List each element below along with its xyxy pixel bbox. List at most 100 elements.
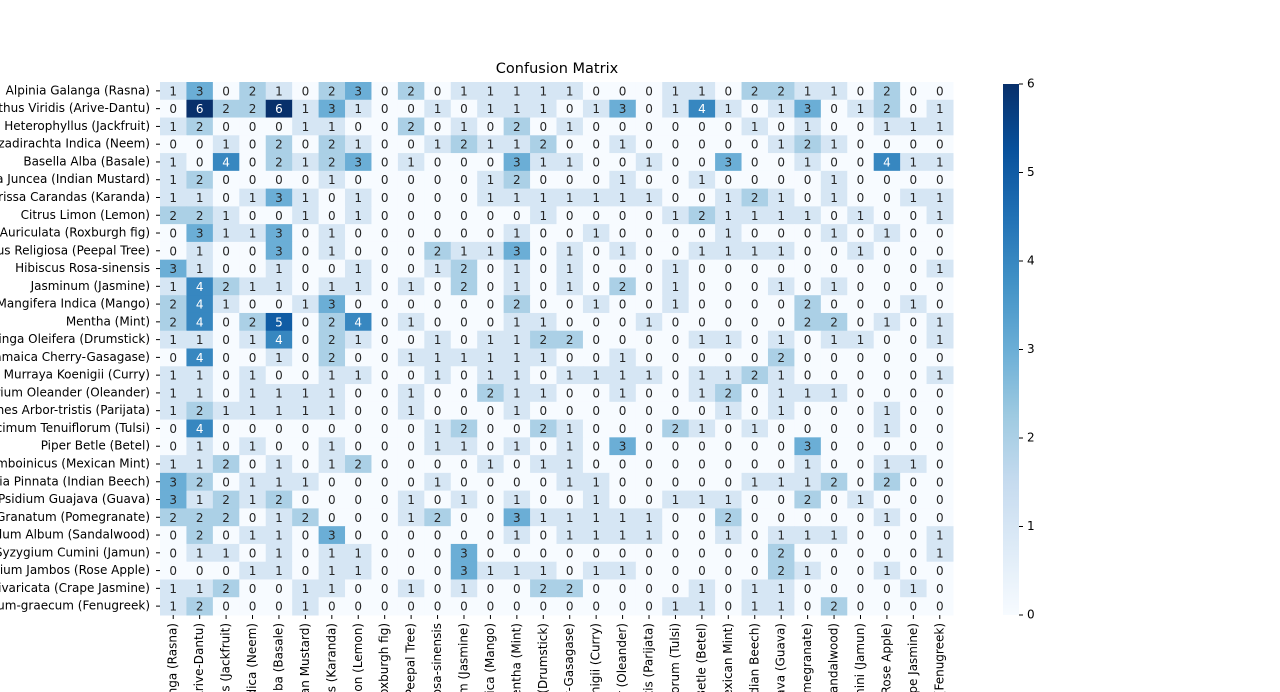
cell [292, 384, 320, 403]
cell [424, 259, 452, 278]
cell-value: 1 [169, 457, 177, 471]
cell [318, 579, 346, 598]
cell [926, 348, 954, 367]
cell-value: 0 [830, 102, 838, 116]
cell [530, 401, 557, 421]
cell-value: 1 [275, 475, 283, 489]
cell-value: 2 [804, 315, 812, 329]
cell [609, 384, 637, 403]
cell-value: 1 [169, 369, 177, 383]
cell-value: 1 [434, 475, 442, 489]
cell-value: 1 [407, 315, 415, 329]
cell-value: 0 [619, 600, 627, 614]
cell-value: 0 [460, 457, 468, 471]
cell [450, 455, 478, 474]
cell-value: 1 [434, 262, 442, 276]
cell [424, 526, 452, 545]
cell-value: 0 [381, 457, 389, 471]
cell [662, 561, 690, 580]
cell [530, 188, 557, 207]
cell-value: 0 [857, 262, 865, 276]
cell [741, 330, 769, 349]
cell [450, 82, 478, 101]
cell-value: 0 [407, 209, 415, 223]
cell-value: 0 [592, 173, 600, 187]
cell-value: 0 [249, 209, 257, 223]
cell-value: 0 [724, 315, 732, 329]
cell-value: 1 [698, 386, 706, 400]
cell [265, 259, 293, 278]
cell-value: 1 [672, 600, 680, 614]
cell [265, 490, 293, 509]
cell [688, 543, 716, 563]
cell-value: 2 [196, 404, 204, 418]
cell-value: 0 [619, 315, 627, 329]
cell-value: 1 [566, 280, 574, 294]
cell-value: 2 [169, 298, 177, 312]
cell [450, 401, 478, 421]
cell [318, 419, 346, 438]
cell [450, 490, 478, 509]
cell [873, 153, 901, 172]
cell-value: 1 [804, 457, 812, 471]
cell [926, 384, 954, 403]
cell-value: 2 [407, 84, 415, 98]
cell [503, 437, 531, 456]
cell-value: 0 [249, 457, 257, 471]
cell-value: 0 [196, 155, 204, 169]
cell-value: 0 [804, 173, 812, 187]
cell [345, 490, 372, 509]
y-tick-label: Jasminum (Jasmine) [30, 279, 150, 293]
cell-value: 1 [275, 457, 283, 471]
cell-value: 0 [381, 333, 389, 347]
cell [239, 508, 267, 527]
cell [292, 579, 320, 598]
cell-value: 2 [249, 84, 257, 98]
cell [477, 277, 505, 296]
cell [900, 170, 928, 190]
cell [662, 241, 690, 261]
cell-value: 0 [460, 600, 468, 614]
cell-value: 1 [434, 351, 442, 365]
y-tick-label: Alpinia Galanga (Rasna) [6, 83, 150, 97]
cell-value: 0 [302, 138, 310, 152]
y-tick-label: Nyctanthes Arbor-tristis (Parijata) [0, 403, 150, 417]
cell-value: 1 [487, 138, 495, 152]
cell-value: 2 [169, 209, 177, 223]
cell [635, 366, 663, 385]
cell [397, 295, 425, 314]
cell-value: 5 [275, 315, 283, 329]
cell [582, 384, 610, 403]
cell [900, 472, 928, 492]
cell-value: 0 [434, 493, 442, 507]
cell [265, 526, 293, 545]
cell [503, 82, 531, 101]
cell [397, 312, 425, 332]
cell [741, 224, 769, 243]
cell [741, 295, 769, 314]
cell [503, 224, 531, 243]
cell [292, 490, 320, 509]
cell [318, 348, 346, 367]
cell-value: 0 [302, 546, 310, 560]
cell [503, 490, 531, 509]
cell [820, 579, 848, 598]
cell-value: 0 [381, 511, 389, 525]
cell-value: 0 [460, 404, 468, 418]
cell-value: 0 [698, 475, 706, 489]
cell-value: 0 [381, 244, 389, 258]
cell-value: 0 [804, 600, 812, 614]
cell [767, 117, 795, 136]
cell [186, 455, 214, 474]
cell-value: 0 [910, 262, 918, 276]
cell [371, 384, 399, 403]
cell-value: 0 [222, 422, 230, 436]
cell [556, 277, 584, 296]
cell-value: 0 [275, 600, 283, 614]
cell-value: 0 [222, 84, 230, 98]
cell [767, 455, 795, 474]
cell [635, 117, 663, 136]
cell-value: 2 [883, 102, 891, 116]
cell-value: 0 [513, 457, 521, 471]
cell [397, 135, 425, 154]
